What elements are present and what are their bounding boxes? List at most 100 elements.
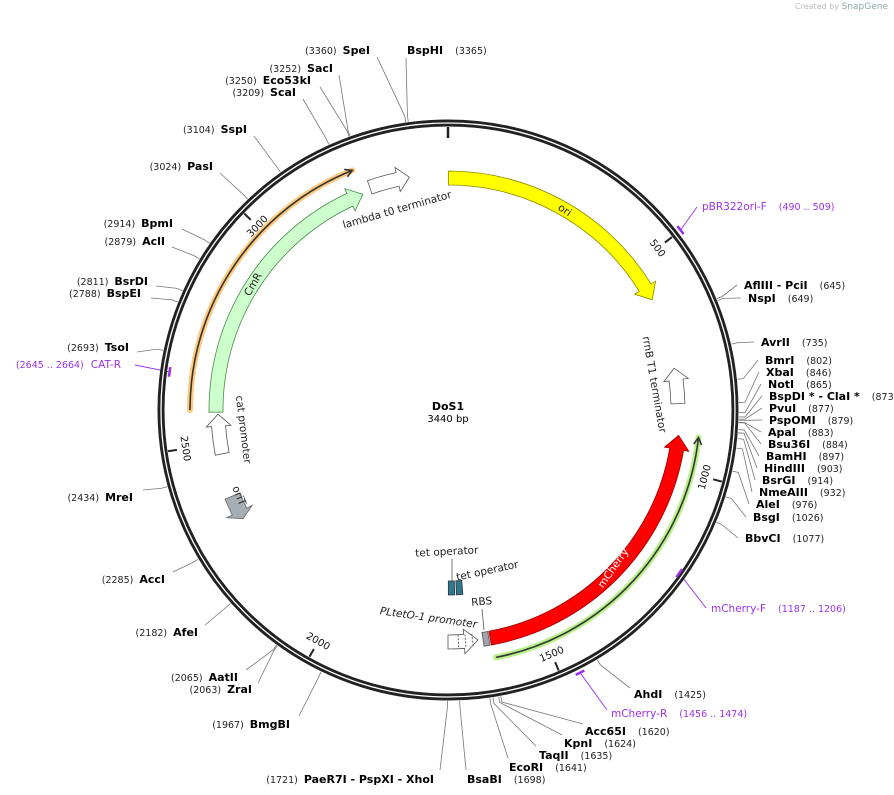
- primer-mcherry-f[interactable]: mCherry-F (1187 .. 1206): [711, 603, 846, 615]
- site-label[interactable]: (1721) PaeR7I - PspXI - XhoI: [266, 773, 434, 786]
- site-label[interactable]: BmrI (802): [765, 354, 832, 367]
- site-pvui[interactable]: PvuI (877): [769, 402, 834, 415]
- site-bsabi[interactable]: BsaBI (1698): [467, 773, 545, 786]
- site-label[interactable]: AvrII (735): [761, 336, 827, 349]
- site-zrai[interactable]: (2063) ZraI: [189, 683, 252, 696]
- site-xbai[interactable]: XbaI (846): [766, 366, 831, 379]
- site-label[interactable]: HindIII (903): [764, 462, 843, 475]
- site-label[interactable]: BsgI (1026): [753, 511, 824, 524]
- site-label[interactable]: AleI (976): [756, 498, 817, 511]
- site-label[interactable]: AflIII - PciI (645): [744, 279, 845, 292]
- site-label[interactable]: (3024) PasI: [150, 160, 213, 173]
- primer-binding-site[interactable]: [676, 225, 685, 235]
- site-label[interactable]: KpnI (1624): [564, 737, 636, 750]
- site-afei[interactable]: (2182) AfeI: [136, 626, 198, 639]
- site-pasi[interactable]: (3024) PasI: [150, 160, 213, 173]
- site-bspei[interactable]: (2788) BspEI: [69, 287, 141, 300]
- site-label[interactable]: (2063) ZraI: [189, 683, 252, 696]
- site-label[interactable]: (1967) BmgBI: [212, 718, 290, 731]
- site-aatii[interactable]: (2065) AatII: [171, 671, 238, 684]
- site-label[interactable]: NspI (649): [748, 292, 813, 305]
- site-label[interactable]: BsrGI (914): [762, 474, 833, 487]
- feature-plteto-1-promoter[interactable]: [447, 628, 479, 655]
- site-label[interactable]: BsaBI (1698): [467, 773, 545, 786]
- site-afliii-pcii[interactable]: AflIII - PciI (645): [744, 279, 845, 292]
- feature-cmr[interactable]: [208, 187, 364, 413]
- site-label[interactable]: Bsu36I (884): [768, 438, 848, 451]
- primer-binding-site[interactable]: [167, 366, 172, 377]
- site-label[interactable]: PvuI (877): [769, 402, 834, 415]
- site-label[interactable]: BbvCI (1077): [745, 532, 824, 545]
- site-eco53ki[interactable]: (3250) Eco53kI: [225, 74, 311, 87]
- site-label[interactable]: (3360) SpeI: [305, 44, 370, 57]
- site-label[interactable]: NmeAIII (932): [759, 486, 845, 499]
- site-spei[interactable]: (3360) SpeI: [305, 44, 370, 57]
- site-bmgbi[interactable]: (1967) BmgBI: [212, 718, 290, 731]
- orf-line[interactable]: [189, 169, 353, 411]
- site-label[interactable]: (2879) AclI: [105, 235, 166, 248]
- site-label[interactable]: (2788) BspEI: [69, 287, 141, 300]
- primer-binding-site[interactable]: [675, 568, 684, 578]
- site-label[interactable]: NotI (865): [768, 378, 832, 391]
- site-label[interactable]: (2065) AatII: [171, 671, 238, 684]
- feature-cat-promoter[interactable]: [205, 413, 232, 456]
- site-alei[interactable]: AleI (976): [756, 498, 817, 511]
- site-mrei[interactable]: (2434) MreI: [67, 491, 133, 504]
- site-acc65i[interactable]: Acc65I (1620): [585, 725, 670, 738]
- site-saci[interactable]: (3252) SacI: [269, 62, 333, 75]
- site-label[interactable]: EcoRI (1641): [509, 761, 587, 774]
- site-acli[interactable]: (2879) AclI: [105, 235, 166, 248]
- site-nmeaiii[interactable]: NmeAIII (932): [759, 486, 845, 499]
- primer-binding-site[interactable]: [575, 669, 585, 676]
- feature-ori[interactable]: [448, 170, 657, 301]
- site-label[interactable]: AhdI (1425): [634, 688, 706, 701]
- site-label[interactable]: (3209) ScaI: [232, 86, 296, 99]
- site-sspi[interactable]: (3104) SspI: [183, 123, 247, 136]
- site-pspomi[interactable]: PspOMI (879): [769, 414, 853, 427]
- primer-pbr322ori-f[interactable]: pBR322ori-F (490 .. 509): [702, 201, 834, 213]
- site-label[interactable]: BamHI (897): [766, 450, 844, 463]
- site-bspdi-clai[interactable]: BspDI * - ClaI * (873): [769, 390, 894, 403]
- site-nspi[interactable]: NspI (649): [748, 292, 813, 305]
- site-label[interactable]: XbaI (846): [766, 366, 831, 379]
- primer-mcherry-r[interactable]: mCherry-R (1456 .. 1474): [611, 708, 747, 720]
- site-label[interactable]: PspOMI (879): [769, 414, 853, 427]
- site-avrii[interactable]: AvrII (735): [761, 336, 827, 349]
- site-label[interactable]: (2811) BsrDI: [77, 275, 148, 288]
- site-bsgi[interactable]: BsgI (1026): [753, 511, 824, 524]
- site-ahdi[interactable]: AhdI (1425): [634, 688, 706, 701]
- site-label[interactable]: TaqII (1635): [539, 749, 612, 762]
- site-label[interactable]: (2693) TsoI: [67, 341, 129, 354]
- feature-rbs[interactable]: [481, 631, 491, 647]
- site-label[interactable]: Acc65I (1620): [585, 725, 670, 738]
- site-label[interactable]: (2914) BpmI: [104, 217, 173, 230]
- site-label[interactable]: BspHI (3365): [407, 44, 487, 57]
- feature-tet-operator[interactable]: [447, 580, 456, 596]
- site-label[interactable]: (3250) Eco53kI: [225, 74, 311, 87]
- site-bsrgi[interactable]: BsrGI (914): [762, 474, 833, 487]
- site-tsoi[interactable]: (2693) TsoI: [67, 341, 129, 354]
- site-acci[interactable]: (2285) AccI: [102, 573, 165, 586]
- site-bbvci[interactable]: BbvCI (1077): [745, 532, 824, 545]
- site-bamhi[interactable]: BamHI (897): [766, 450, 844, 463]
- site-apai[interactable]: ApaI (883): [768, 426, 833, 439]
- feature-orit[interactable]: [224, 492, 254, 520]
- site-label[interactable]: BspDI * - ClaI * (873): [769, 390, 894, 403]
- site-bsrdi[interactable]: (2811) BsrDI: [77, 275, 148, 288]
- site-scai[interactable]: (3209) ScaI: [232, 86, 296, 99]
- site-paer7i-pspxi-xhoi[interactable]: (1721) PaeR7I - PspXI - XhoI: [266, 773, 434, 786]
- feature-tet-operator[interactable]: [455, 580, 464, 596]
- site-bsu36i[interactable]: Bsu36I (884): [768, 438, 848, 451]
- site-label[interactable]: (3252) SacI: [269, 62, 333, 75]
- site-kpni[interactable]: KpnI (1624): [564, 737, 636, 750]
- site-label[interactable]: ApaI (883): [768, 426, 833, 439]
- site-bpmi[interactable]: (2914) BpmI: [104, 217, 173, 230]
- site-noti[interactable]: NotI (865): [768, 378, 832, 391]
- feature-lambda-t0-terminator[interactable]: [366, 166, 410, 195]
- site-taqii[interactable]: TaqII (1635): [539, 749, 612, 762]
- feature-rrnb-t1-terminator[interactable]: [662, 367, 690, 405]
- site-bmri[interactable]: BmrI (802): [765, 354, 832, 367]
- site-ecori[interactable]: EcoRI (1641): [509, 761, 587, 774]
- site-bsphi[interactable]: BspHI (3365): [407, 44, 487, 57]
- orf-line[interactable]: [495, 437, 700, 659]
